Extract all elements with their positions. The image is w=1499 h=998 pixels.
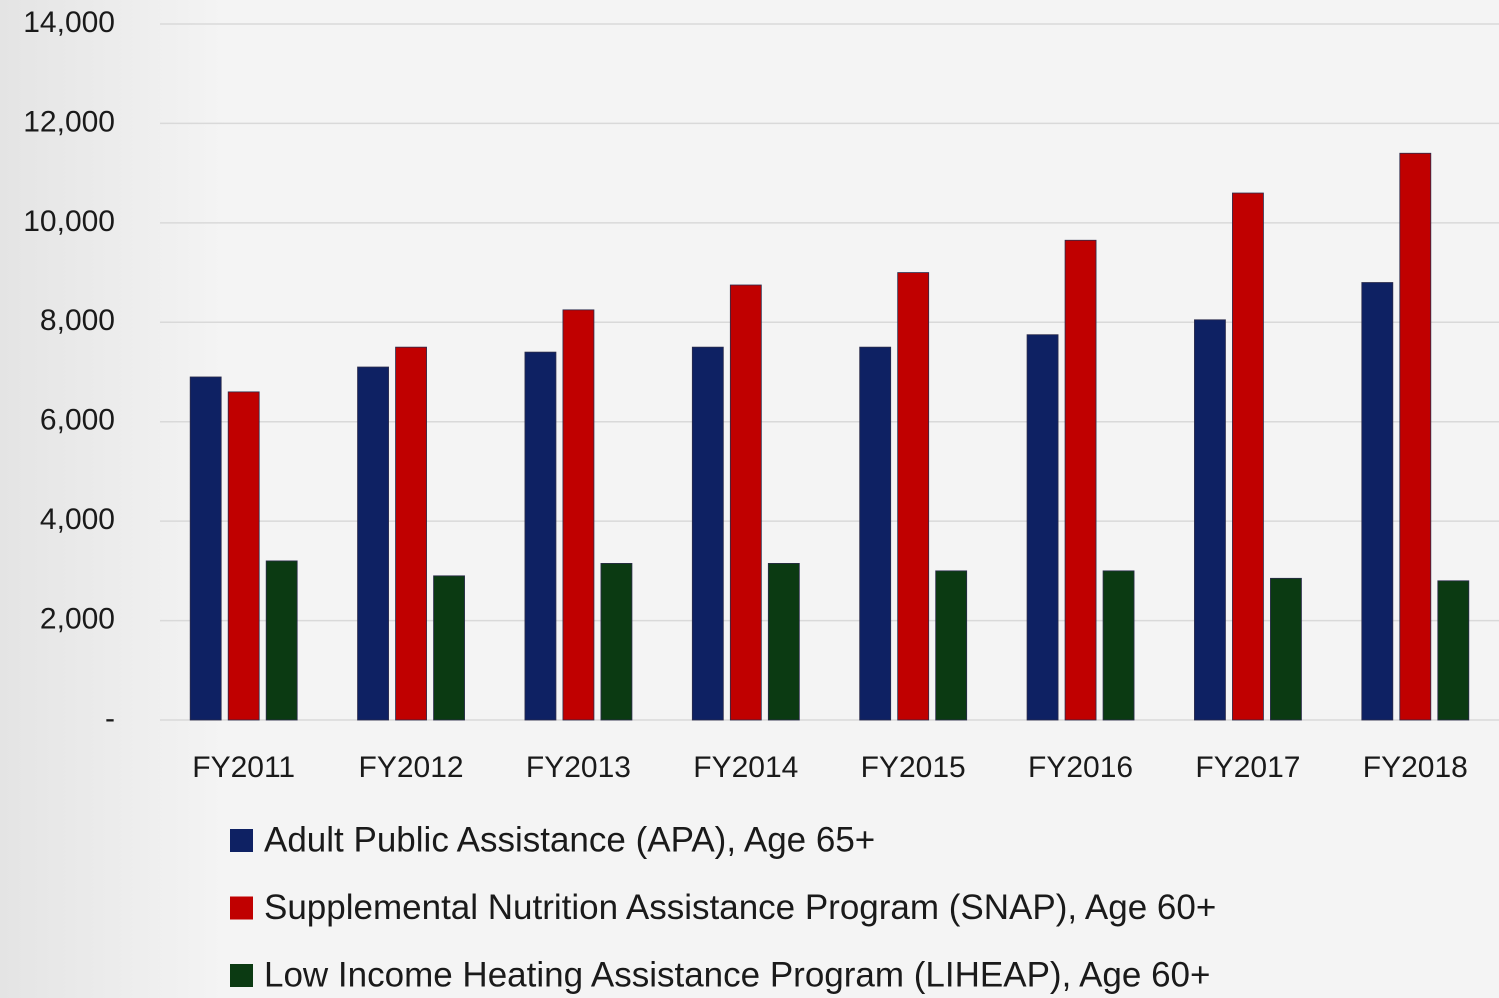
y-tick-label: 14,000 bbox=[23, 6, 115, 39]
y-tick-label: - bbox=[105, 702, 115, 735]
x-tick-label: FY2018 bbox=[1363, 751, 1468, 784]
bar bbox=[265, 560, 298, 721]
legend-label: Adult Public Assistance (APA), Age 65+ bbox=[264, 820, 875, 859]
bar bbox=[859, 346, 892, 721]
bar bbox=[1270, 577, 1302, 721]
bar bbox=[767, 563, 800, 721]
bar bbox=[189, 376, 222, 721]
legend-label: Supplemental Nutrition Assistance Progra… bbox=[264, 888, 1216, 927]
bar bbox=[1437, 580, 1470, 721]
y-tick-label: 12,000 bbox=[23, 105, 115, 138]
bar bbox=[524, 351, 557, 721]
legend-label: Low Income Heating Assistance Program (L… bbox=[264, 955, 1210, 994]
bar bbox=[1361, 282, 1394, 721]
x-tick-label: FY2011 bbox=[192, 751, 295, 784]
legend-swatch bbox=[230, 964, 253, 987]
bar bbox=[729, 284, 762, 721]
y-tick-label: 10,000 bbox=[23, 205, 115, 238]
bar bbox=[562, 309, 595, 721]
bar bbox=[433, 575, 465, 721]
bar bbox=[1026, 334, 1059, 721]
bar bbox=[1102, 570, 1135, 721]
x-tick-label: FY2017 bbox=[1195, 751, 1300, 784]
legend-swatch bbox=[230, 829, 253, 852]
bar bbox=[600, 563, 633, 721]
y-tick-label: 6,000 bbox=[40, 404, 115, 437]
bar bbox=[1194, 319, 1226, 721]
bar bbox=[395, 346, 427, 721]
bar bbox=[897, 272, 930, 721]
x-tick-label: FY2016 bbox=[1028, 751, 1133, 784]
x-tick-label: FY2014 bbox=[693, 751, 798, 784]
y-tick-label: 2,000 bbox=[40, 602, 115, 635]
bar bbox=[1064, 239, 1097, 721]
x-tick-label: FY2012 bbox=[359, 751, 464, 784]
x-tick-label: FY2015 bbox=[861, 751, 966, 784]
x-tick-label: FY2013 bbox=[526, 751, 631, 784]
bar bbox=[935, 570, 968, 721]
y-tick-label: 8,000 bbox=[40, 304, 115, 337]
y-tick-label: 4,000 bbox=[40, 503, 115, 536]
bar bbox=[1232, 192, 1264, 721]
legend-swatch bbox=[230, 896, 253, 920]
bar bbox=[1399, 152, 1432, 721]
bar bbox=[691, 346, 724, 721]
bar bbox=[357, 366, 389, 721]
bar bbox=[227, 391, 260, 721]
